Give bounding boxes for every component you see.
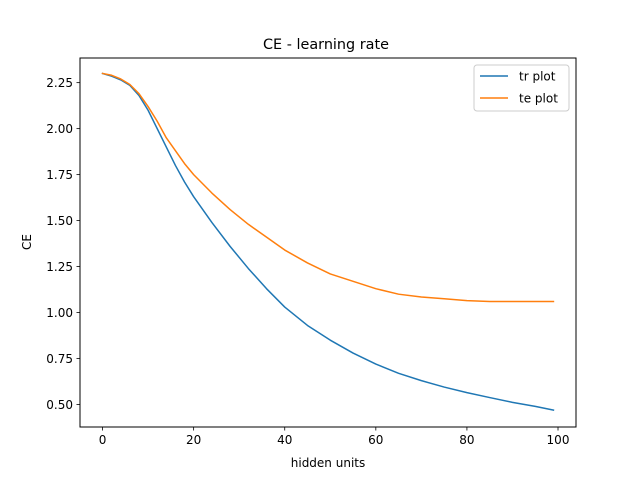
y-tick-label: 1.00 (46, 306, 73, 320)
y-tick-label: 0.50 (46, 398, 73, 412)
y-axis: 0.50 0.75 1.00 1.25 1.50 1.75 2.00 2.25 (46, 76, 80, 412)
y-tick-label: 1.50 (46, 214, 73, 228)
x-tick-label: 40 (277, 433, 292, 447)
y-tick-label: 2.25 (46, 76, 73, 90)
legend: tr plot te plot (473, 64, 570, 112)
x-tick-label: 60 (368, 433, 383, 447)
x-tick-label: 0 (99, 433, 107, 447)
y-tick-label: 1.75 (46, 168, 73, 182)
y-axis-label: CE (20, 234, 34, 250)
legend-label: te plot (519, 91, 558, 105)
chart-title: CE - learning rate (263, 37, 389, 53)
x-axis: 0 20 40 60 80 100 (99, 427, 570, 447)
series-line-2 (101, 72, 555, 303)
series-line-1 (101, 72, 555, 411)
y-tick-label: 2.00 (46, 122, 73, 136)
x-tick-label: 100 (547, 433, 570, 447)
plot-area (101, 72, 555, 411)
legend-label: tr plot (519, 69, 556, 83)
x-tick-label: 20 (186, 433, 201, 447)
x-axis-label: hidden units (291, 456, 365, 470)
axes-frame (79, 57, 577, 428)
y-tick-label: 0.75 (46, 352, 73, 366)
x-tick-label: 80 (459, 433, 474, 447)
y-tick-label: 1.25 (46, 260, 73, 274)
